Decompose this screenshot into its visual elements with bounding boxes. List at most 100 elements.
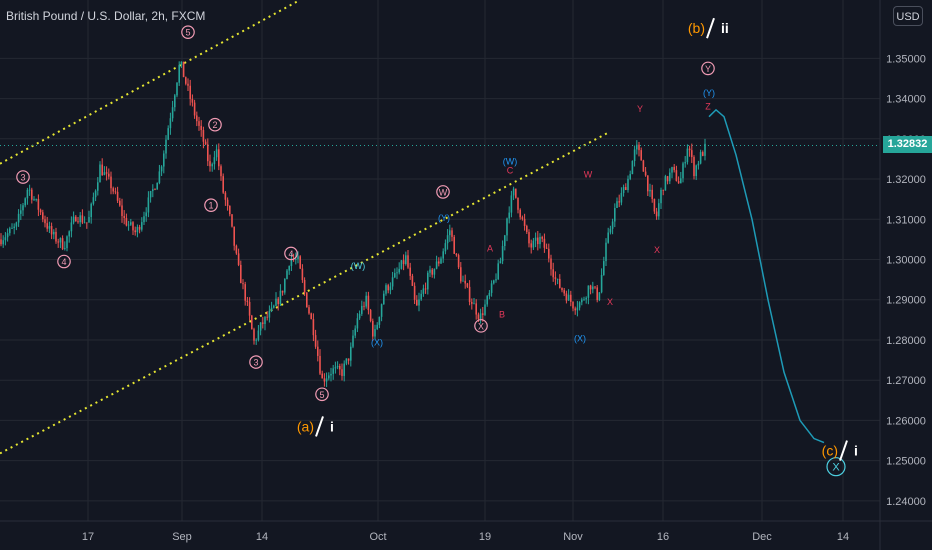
candle-body [376, 324, 378, 330]
candle-body [385, 285, 387, 294]
candle-body [213, 157, 216, 165]
candle-body [495, 279, 497, 281]
candle-body [0, 239, 2, 245]
wave-labels: c 5 2 1 3 4 4 3 5 W X Y (W) (X) (Y) (W) (X) (Y) C A B W X Y X Z X [16, 0, 846, 477]
candle-body [290, 258, 293, 267]
wave-label-circle [57, 254, 71, 269]
x-tick-label: 17 [82, 531, 94, 543]
x-tick-label: 19 [479, 531, 491, 543]
candle-body [510, 195, 513, 213]
candle-body [473, 303, 475, 305]
candle-body [321, 373, 323, 379]
candle-body [618, 201, 620, 203]
candle-body [215, 149, 218, 158]
candle-body [466, 283, 469, 287]
candle-body [427, 272, 429, 290]
candle-body [545, 247, 548, 249]
candle-body [383, 293, 385, 305]
wave-label: X [478, 321, 484, 331]
candle-body [4, 237, 7, 241]
candle-body [435, 261, 438, 269]
candle-body [534, 237, 537, 241]
candle-body [286, 270, 288, 280]
candle-body [391, 277, 394, 287]
candle-body [490, 283, 493, 293]
degree-slash [839, 440, 848, 461]
candle-body [699, 152, 702, 164]
candle-body [429, 269, 431, 273]
candle-body [702, 152, 704, 156]
candle-body [147, 197, 150, 213]
candle-body [471, 302, 473, 304]
candle-body [631, 160, 634, 175]
x-tick-label: 14 [837, 531, 849, 543]
wave-label: A [487, 244, 493, 254]
candle-body [578, 302, 581, 308]
candle-body [220, 166, 222, 177]
candle-body [451, 230, 453, 237]
candle-body [598, 292, 601, 301]
wave-label: 4 [61, 257, 66, 267]
candle-body [559, 278, 561, 288]
candle-body [182, 61, 185, 78]
candle-body [526, 225, 528, 233]
candle-body [600, 274, 603, 293]
candle-body [163, 153, 165, 167]
candle-body [603, 261, 605, 275]
candle-body [110, 176, 112, 189]
candle-body [339, 365, 341, 370]
wave-label: (X) [574, 333, 586, 343]
candle-body [28, 189, 31, 191]
wave-label: X [654, 245, 660, 255]
candle-body [317, 346, 319, 356]
x-tick-label: Sep [172, 531, 192, 543]
instrument-title: British Pound / U.S. Dollar, 2h, FXCM [6, 9, 206, 23]
candle-body [477, 314, 480, 320]
candle-body [693, 157, 695, 177]
candle-body [44, 219, 46, 224]
candle-body [207, 144, 209, 162]
candle-body [48, 226, 51, 229]
wave-label-circle [826, 457, 846, 477]
candle-body [90, 203, 92, 218]
wave-label-circle [16, 170, 30, 184]
candle-body [299, 256, 301, 269]
candle-body [574, 308, 576, 311]
wave-label: 5 [185, 28, 190, 38]
candle-body [20, 210, 22, 214]
channel-line [0, 131, 609, 455]
candle-body [257, 330, 260, 340]
wave-label-circle [701, 61, 715, 76]
candle-body [101, 164, 103, 176]
candle-body [328, 375, 330, 379]
candle-body [649, 189, 651, 192]
candle-body [158, 171, 161, 183]
candle-body [75, 216, 77, 222]
candle-body [400, 260, 403, 269]
candle-body [171, 107, 174, 119]
candle-body [11, 227, 13, 229]
candle-body [365, 295, 367, 307]
candle-body [325, 378, 328, 382]
wave-label: (W) [351, 261, 366, 271]
wave-label-circle [436, 185, 450, 199]
candle-body [270, 307, 273, 311]
currency-button[interactable]: USD [893, 6, 923, 26]
candle-body [633, 149, 636, 161]
candle-body [444, 243, 447, 252]
candle-body [675, 170, 678, 181]
candle-body [196, 115, 198, 122]
candle-body [402, 260, 405, 264]
candle-body [585, 297, 587, 300]
degree-label-right: i [854, 443, 858, 459]
candle-body [191, 98, 194, 103]
wave-label: Y [637, 104, 643, 114]
candle-body [277, 298, 279, 305]
candle-body [180, 61, 183, 66]
candle-body [301, 268, 304, 280]
wave-label: 3 [20, 173, 25, 183]
candle-body [378, 316, 381, 325]
